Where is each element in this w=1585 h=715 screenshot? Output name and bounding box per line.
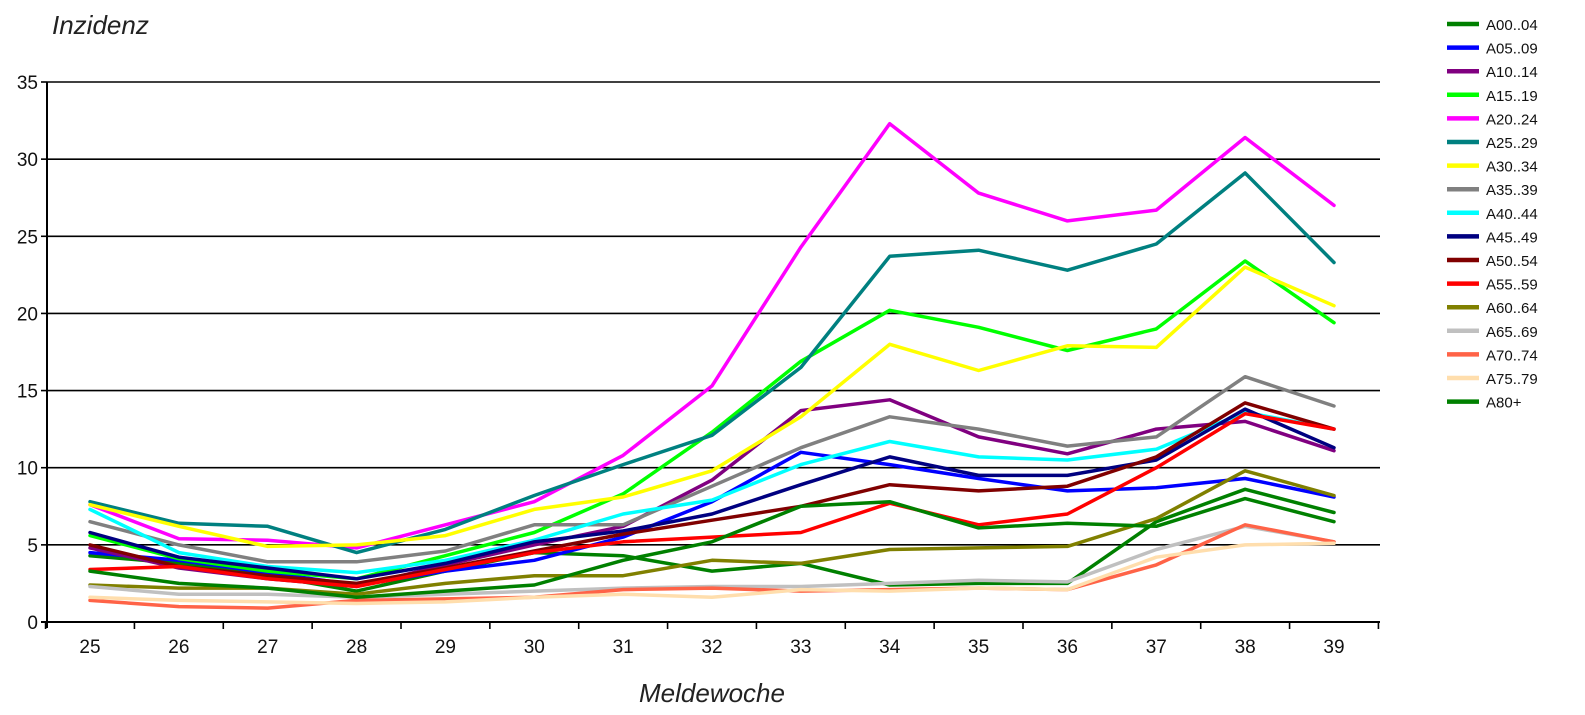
legend-label-a20-24: A20..24 [1486, 111, 1538, 128]
series-line-a15-19 [88, 259, 1336, 581]
y-tick-label-0: 0 [27, 613, 38, 634]
series-line-a35-39 [88, 374, 1336, 564]
x-tick-label-32: 32 [701, 637, 722, 658]
legend-label-a15-19: A15..19 [1486, 88, 1538, 105]
x-tick-label-39: 39 [1323, 637, 1344, 658]
y-tick-label-5: 5 [27, 536, 38, 557]
y-tick-label-10: 10 [17, 459, 38, 480]
x-tick-label-26: 26 [168, 637, 189, 658]
y-tick-labels: 0 5 10 15 20 25 30 35 [17, 73, 47, 634]
legend-label-a00-04: A00..04 [1486, 17, 1538, 34]
legend-label-a35-39: A35..39 [1486, 182, 1538, 199]
y-tick-label-25: 25 [17, 227, 38, 248]
x-tick-label-29: 29 [435, 637, 456, 658]
series-line-a40-44 [88, 410, 1336, 575]
x-tick-label-25: 25 [79, 637, 100, 658]
x-tick-label-31: 31 [613, 637, 634, 658]
grid-lines [47, 81, 1380, 546]
legend: A00..04 A05..09 A10..14 A15..19 A20..24 A25..… [1447, 17, 1538, 412]
x-tick-label-28: 28 [346, 637, 367, 658]
axes [41, 82, 1380, 628]
series-lines [88, 121, 1336, 610]
y-axis-title: Inzidenz [52, 10, 149, 40]
legend-label-a75-79: A75..79 [1486, 371, 1538, 388]
series-line-a20-24 [88, 121, 1336, 550]
legend-label-a30-34: A30..34 [1486, 159, 1538, 176]
series-line-a30-34 [88, 265, 1336, 549]
y-tick-label-35: 35 [17, 73, 38, 94]
legend-label-a80-: A80+ [1486, 395, 1522, 412]
series-line-a80- [88, 496, 1336, 600]
x-tick-label-38: 38 [1235, 637, 1256, 658]
y-tick-label-20: 20 [17, 304, 38, 325]
series-line-a25-29 [88, 171, 1336, 555]
x-tick-label-33: 33 [790, 637, 811, 658]
legend-label-a60-64: A60..64 [1486, 300, 1538, 317]
x-tick-labels: 25 26 27 28 29 30 31 32 33 34 35 36 37 38 39 [44, 622, 1380, 658]
series-line-a75-79 [88, 541, 1336, 606]
legend-label-a65-69: A65..69 [1486, 324, 1538, 341]
legend-label-a05-09: A05..09 [1486, 41, 1538, 58]
series-line-a10-14 [88, 398, 1336, 589]
legend-label-a50-54: A50..54 [1486, 253, 1538, 270]
legend-label-a70-74: A70..74 [1486, 347, 1538, 364]
legend-label-a55-59: A55..59 [1486, 277, 1538, 294]
series-line-a50-54 [88, 401, 1336, 586]
x-tick-label-35: 35 [968, 637, 989, 658]
legend-label-a10-14: A10..14 [1486, 64, 1538, 81]
x-tick-label-36: 36 [1057, 637, 1078, 658]
x-tick-label-34: 34 [879, 637, 901, 658]
y-tick-label-15: 15 [17, 382, 38, 403]
x-axis-title: Meldewoche [639, 678, 785, 708]
legend-label-a40-44: A40..44 [1486, 206, 1538, 223]
series-line-a55-59 [88, 411, 1336, 589]
x-tick-label-27: 27 [257, 637, 278, 658]
x-tick-label-30: 30 [524, 637, 545, 658]
legend-label-a25-29: A25..29 [1486, 135, 1538, 152]
legend-label-a45-49: A45..49 [1486, 229, 1538, 246]
series-line-a70-74 [88, 523, 1336, 610]
y-tick-label-30: 30 [17, 150, 38, 171]
x-tick-label-37: 37 [1146, 637, 1167, 658]
